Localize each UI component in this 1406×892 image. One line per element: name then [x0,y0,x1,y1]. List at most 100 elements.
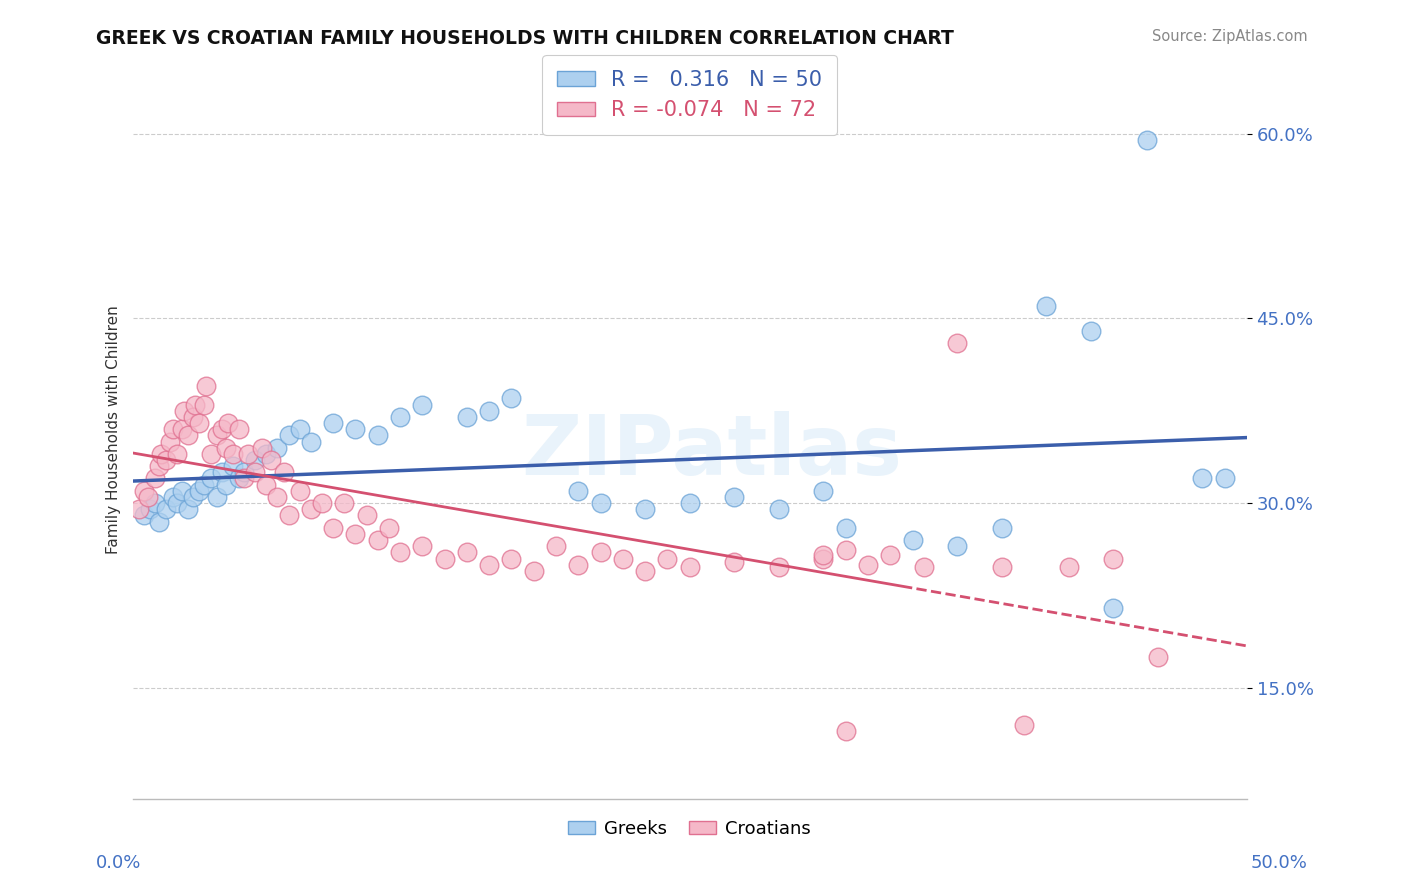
Point [901,533,924,547]
Point [243,453,266,467]
Point [388,409,411,424]
Point [215,441,238,455]
Point [1102,600,1125,615]
Point [589,496,612,510]
Point [813,551,835,566]
Point [768,502,790,516]
Point [155,502,177,516]
Point [1080,324,1102,338]
Point [148,515,170,529]
Point [567,558,589,572]
Point [184,398,207,412]
Y-axis label: Family Households with Children: Family Households with Children [107,305,121,554]
Point [523,564,546,578]
Point [254,477,277,491]
Point [200,447,222,461]
Point [990,560,1012,574]
Point [181,490,204,504]
Point [288,483,311,498]
Point [990,521,1012,535]
Point [162,422,184,436]
Point [344,527,367,541]
Point [1213,471,1236,485]
Point [195,379,218,393]
Point [177,428,200,442]
Point [344,422,367,436]
Text: GREEK VS CROATIAN FAMILY HOUSEHOLDS WITH CHILDREN CORRELATION CHART: GREEK VS CROATIAN FAMILY HOUSEHOLDS WITH… [96,29,953,47]
Point [299,434,322,449]
Point [679,560,702,574]
Point [155,453,177,467]
Point [834,543,856,558]
Point [136,490,159,504]
Point [834,521,856,535]
Point [311,496,333,510]
Point [333,496,356,510]
Point [188,416,211,430]
Point [143,496,166,510]
Point [288,422,311,436]
Text: Source: ZipAtlas.com: Source: ZipAtlas.com [1152,29,1308,44]
Point [1057,560,1080,574]
Point [634,564,657,578]
Point [277,428,299,442]
Point [1035,299,1057,313]
Point [856,558,879,572]
Point [166,496,188,510]
Point [150,447,173,461]
Text: 0.0%: 0.0% [96,855,141,872]
Legend: Greeks, Croatians: Greeks, Croatians [561,813,818,846]
Point [612,551,634,566]
Point [1135,133,1157,147]
Point [166,447,188,461]
Point [200,471,222,485]
Point [139,502,162,516]
Point [193,477,215,491]
Point [177,502,200,516]
Point [205,428,228,442]
Point [173,403,195,417]
Point [217,416,239,430]
Point [1191,471,1213,485]
Text: 50.0%: 50.0% [1251,855,1308,872]
Point [254,447,277,461]
Point [322,416,344,430]
Point [322,521,344,535]
Point [679,496,702,510]
Point [299,502,322,516]
Point [456,545,478,559]
Point [501,551,523,566]
Point [356,508,378,523]
Point [544,539,567,553]
Point [768,560,790,574]
Point [205,490,228,504]
Point [228,471,250,485]
Point [266,441,288,455]
Point [813,548,835,562]
Point [657,551,679,566]
Point [211,422,233,436]
Point [1102,551,1125,566]
Point [232,471,254,485]
Point [266,490,288,504]
Point [228,422,250,436]
Point [238,447,260,461]
Point [159,434,181,449]
Point [378,521,401,535]
Point [912,560,935,574]
Point [433,551,456,566]
Point [243,466,266,480]
Point [170,422,193,436]
Point [478,403,501,417]
Point [232,466,254,480]
Point [367,533,389,547]
Point [946,335,969,350]
Point [188,483,211,498]
Point [456,409,478,424]
Point [222,447,245,461]
Point [834,724,856,739]
Point [132,483,155,498]
Point [162,490,184,504]
Point [411,539,433,553]
Point [567,483,589,498]
